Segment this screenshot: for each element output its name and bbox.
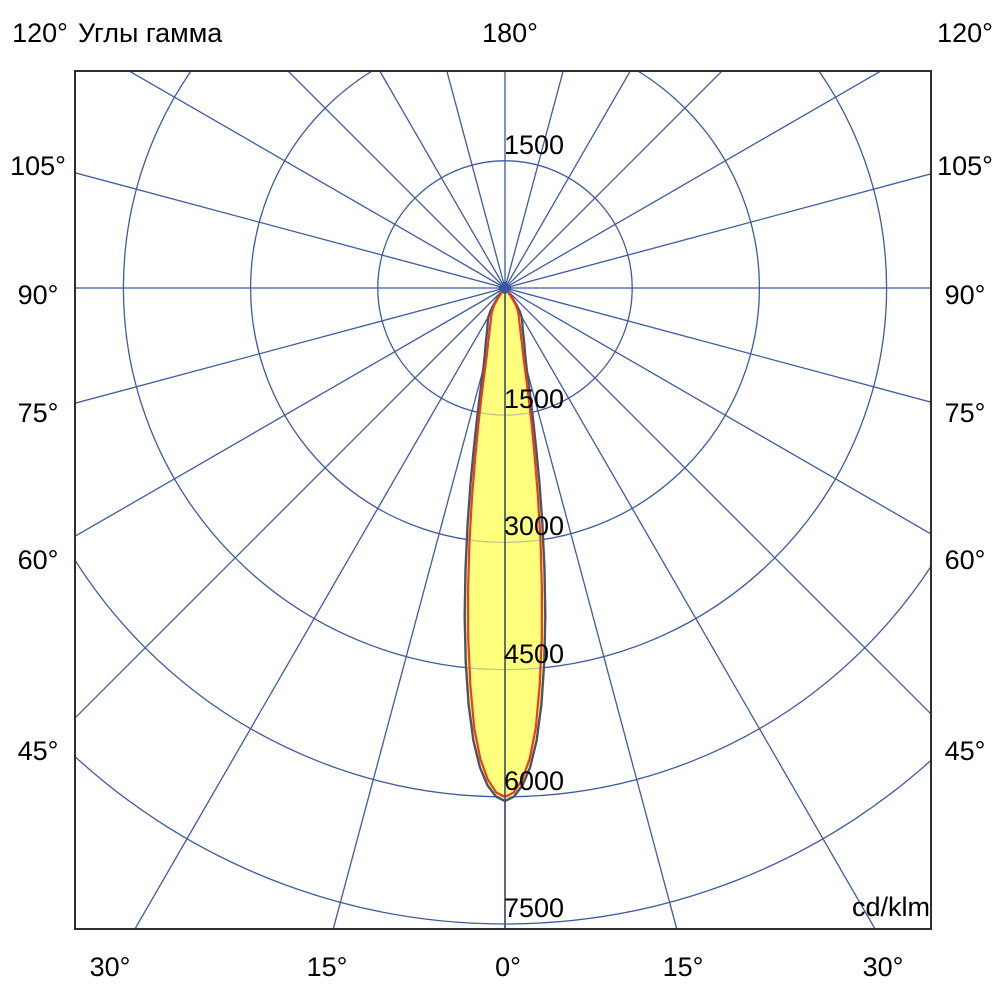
gamma-axis-label-top: 120° [12,18,68,48]
gamma-axis-label-right: 105° [937,151,993,181]
gamma-axis-label-bottom: 15° [306,952,348,982]
gamma-axis-label-bottom: 15° [662,952,704,982]
gamma-axis-label-left: 90° [17,280,59,310]
gamma-axis-label-top: 120° [937,18,993,48]
ring-value-label-top: 1500 [504,130,565,160]
ring-value-label: 4500 [504,639,565,669]
gamma-axis-label-bottom: 30° [862,952,904,982]
gamma-axis-label-right: 90° [944,280,986,310]
unit-label: cd/klm [851,892,930,922]
gamma-axis-label-left: 105° [10,151,66,181]
chart-title: Углы гамма [78,18,223,48]
ring-value-label: 1500 [504,384,565,414]
gamma-axis-label-right: 45° [944,736,986,766]
gamma-axis-label-right: 60° [944,545,986,575]
gamma-axis-label-bottom: 30° [89,952,131,982]
gamma-axis-label-top: 180° [482,18,538,48]
ring-value-label: 7500 [504,893,565,923]
gamma-axis-label-bottom: 0° [495,952,521,982]
gamma-axis-label-left: 45° [17,736,59,766]
ring-value-label: 3000 [504,511,565,541]
gamma-axis-label-left: 75° [17,398,59,428]
gamma-axis-label-right: 75° [944,398,986,428]
ring-value-label: 6000 [504,766,565,796]
gamma-axis-label-left: 60° [17,545,59,575]
